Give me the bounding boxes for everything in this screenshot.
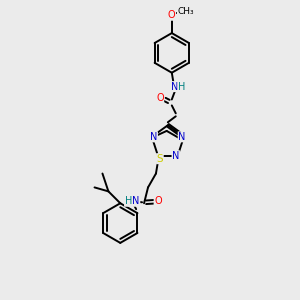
Text: N: N [132,196,140,206]
Text: N: N [178,132,186,142]
Text: N: N [172,151,179,161]
Text: N: N [171,82,178,92]
Text: CH₃: CH₃ [177,7,194,16]
Text: O: O [168,10,176,20]
Text: S: S [157,154,163,164]
Text: H: H [178,82,185,92]
Text: N: N [150,132,158,142]
Text: O: O [156,94,164,103]
Text: H: H [124,196,132,206]
Text: O: O [154,196,162,206]
